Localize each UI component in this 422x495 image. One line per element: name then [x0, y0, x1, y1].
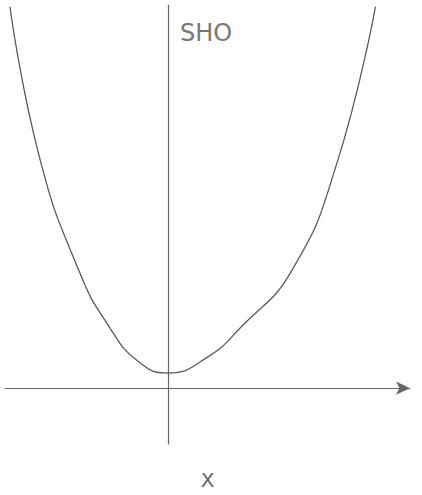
- svg-text:SHO: SHO: [180, 19, 232, 47]
- svg-text:X: X: [201, 468, 215, 492]
